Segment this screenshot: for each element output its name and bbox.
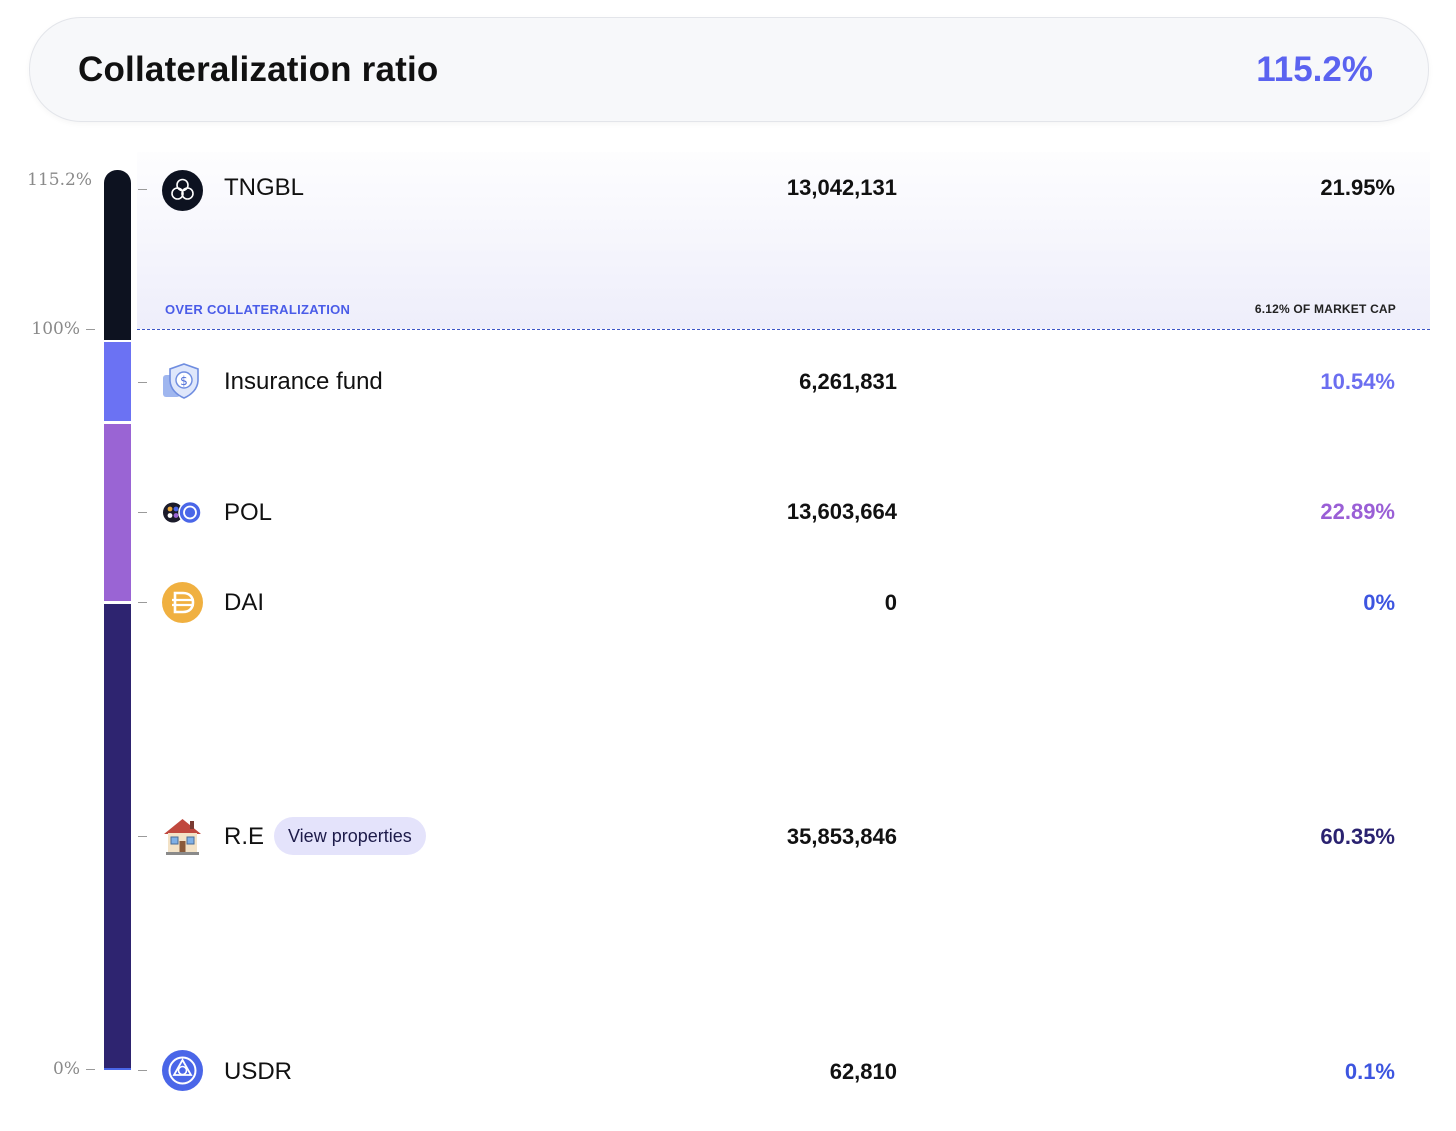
pol-tokens-icon	[162, 492, 203, 533]
view-properties-button[interactable]: View properties	[274, 817, 426, 855]
scale-tick-bottom	[86, 1069, 95, 1070]
asset-name: USDR	[224, 1058, 293, 1085]
asset-name: R.E	[224, 823, 265, 850]
hundred-percent-divider	[137, 329, 1430, 330]
shield-dollar-icon: $	[162, 361, 203, 402]
asset-amount: 13,603,664	[786, 499, 897, 524]
row-tick	[138, 1070, 147, 1071]
over-collateralization-band	[137, 152, 1430, 329]
asset-amount: 13,042,131	[786, 175, 897, 200]
asset-name: DAI	[224, 589, 265, 616]
asset-amount: 6,261,831	[799, 369, 897, 394]
market-cap-note: 6.12% OF MARKET CAP	[1254, 302, 1396, 316]
asset-name: TNGBL	[224, 174, 305, 201]
asset-name: POL	[224, 499, 273, 526]
row-tick	[138, 189, 147, 190]
scale-label-bottom: 0%	[53, 1059, 80, 1079]
asset-amount: 0	[884, 590, 897, 615]
row-tick	[138, 602, 147, 603]
header-title: Collateralization ratio	[78, 50, 439, 89]
usdr-coin-icon	[162, 1050, 203, 1091]
header-card: Collateralization ratio 115.2%	[29, 17, 1429, 122]
asset-percent: 0%	[1363, 590, 1395, 615]
asset-percent: 10.54%	[1320, 369, 1395, 394]
row-tick	[138, 836, 147, 837]
asset-amount: 62,810	[829, 1059, 897, 1084]
bar-segment-usdr	[104, 1068, 131, 1070]
scale-tick-mid	[86, 329, 95, 330]
scale-label-top: 115.2%	[27, 170, 92, 190]
header-ratio-value: 115.2%	[1256, 50, 1373, 89]
over-collateralization-label: OVER COLLATERALIZATION	[165, 302, 351, 317]
bar-segment-insurance-fund	[104, 342, 131, 421]
bar-segment-re	[104, 604, 131, 1068]
bar-segment-tngbl	[104, 170, 131, 340]
asset-percent: 21.95%	[1320, 175, 1395, 200]
tngbl-logo-icon	[162, 170, 203, 211]
asset-percent: 0.1%	[1344, 1059, 1395, 1084]
house-icon	[162, 815, 203, 856]
dai-coin-icon	[162, 582, 203, 623]
scale-label-mid: 100%	[31, 319, 80, 339]
bar-segment-pol	[104, 424, 131, 601]
asset-amount: 35,853,846	[786, 824, 897, 849]
asset-percent: 60.35%	[1320, 824, 1395, 849]
svg-text:$: $	[180, 374, 188, 388]
row-tick	[138, 382, 147, 383]
row-tick	[138, 512, 147, 513]
asset-name: Insurance fund	[224, 368, 383, 395]
asset-percent: 22.89%	[1320, 499, 1395, 524]
